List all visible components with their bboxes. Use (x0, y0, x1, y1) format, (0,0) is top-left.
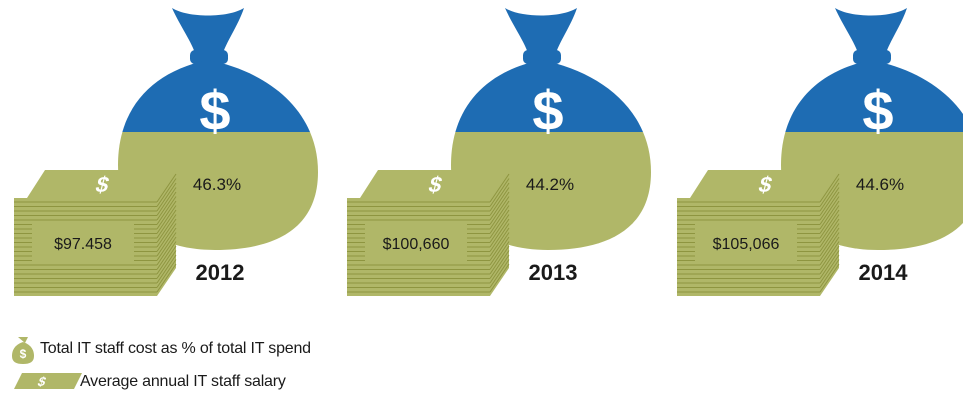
salary-label-2014: $105,066 (713, 236, 780, 253)
year-group-2013: $44.2% $100,660$ 2013 (347, 8, 651, 296)
legend-item-cash: $ Average annual IT staff salary (10, 365, 430, 395)
cash-stack-2014: $105,066$ (677, 170, 840, 296)
legend-item-bag: $ Total IT staff cost as % of total IT s… (10, 335, 430, 365)
money-bag-icon: $ (12, 337, 34, 364)
pct-label-2014: 44.6% (856, 175, 904, 194)
year-label-2014: 2014 (859, 260, 909, 285)
salary-label-2013: $100,660 (383, 236, 450, 253)
pct-label-2012: 46.3% (193, 175, 241, 194)
year-group-2014: $44.6% $105,066$ 2014 (677, 8, 963, 296)
bag-dollar-2014: $ (862, 79, 893, 142)
pct-label-2013: 44.2% (526, 175, 574, 194)
salary-infographic: $46.3%$97.458$2012$44.2%$100,660$2013$44… (14, 8, 963, 296)
year-label-2013: 2013 (529, 260, 578, 285)
legend-label-bag: Total IT staff cost as % of total IT spe… (40, 340, 311, 357)
year-group-2012: $46.3% $97.458$ 2012 (14, 8, 318, 296)
svg-text:$: $ (20, 347, 27, 361)
salary-label-2012: $97.458 (54, 236, 112, 253)
cash-stack-2012: $97.458$ (14, 170, 177, 296)
year-label-2012: 2012 (196, 260, 245, 285)
cash-stack-icon: $ (14, 373, 82, 389)
bag-dollar-2012: $ (199, 79, 230, 142)
bag-dollar-2013: $ (532, 79, 563, 142)
legend-label-cash: Average annual IT staff salary (80, 373, 286, 390)
cash-stack-2013: $100,660$ (347, 170, 510, 296)
